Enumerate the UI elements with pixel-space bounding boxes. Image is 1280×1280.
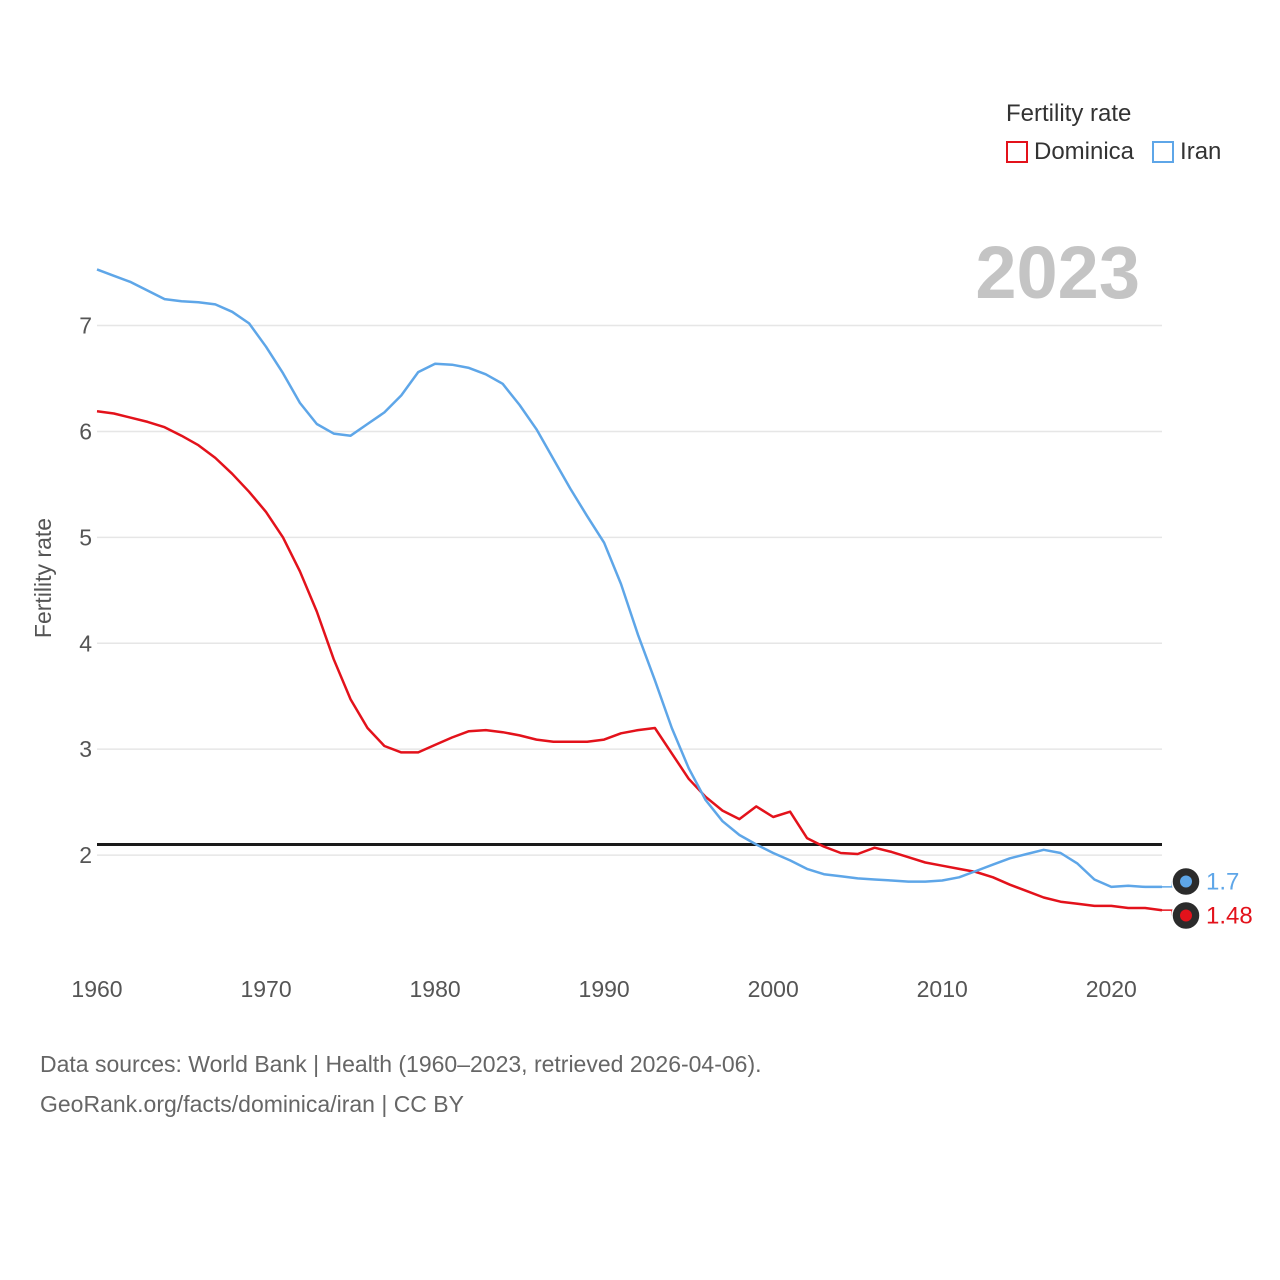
- x-tick-label: 2020: [1086, 976, 1137, 1002]
- y-tick-label: 4: [79, 630, 92, 656]
- flag-marker-center-iran: [1180, 875, 1192, 888]
- attribution-link[interactable]: GeoRank.org/facts/dominica/iran | CC BY: [40, 1091, 464, 1117]
- footer: Data sources: World Bank | Health (1960–…: [40, 1044, 762, 1124]
- flag-marker-center-dominica: [1180, 909, 1192, 922]
- legend-swatch-dominica: [1006, 141, 1028, 163]
- series-lines: [96, 268, 1163, 912]
- x-tick-label: 2000: [748, 976, 799, 1002]
- series-line-iran[interactable]: [96, 268, 1162, 889]
- series-line-dominica[interactable]: [96, 410, 1163, 912]
- legend-item-dominica[interactable]: Dominica: [1006, 138, 1134, 166]
- legend-title: Fertility rate: [1006, 100, 1132, 127]
- x-tick-label: 1960: [71, 976, 122, 1002]
- y-tick-label: 2: [79, 842, 92, 868]
- x-tick-label: 2010: [917, 976, 968, 1002]
- end-value-label-dominica: 1.48: [1206, 903, 1253, 930]
- data-source-note: Data sources: World Bank | Health (1960–…: [40, 1051, 762, 1077]
- end-connector-dominica: [1162, 909, 1173, 916]
- legend: Fertility rate Dominica Iran: [1006, 100, 1221, 166]
- legend-swatch-iran: [1152, 141, 1175, 163]
- legend-label-iran: Iran: [1180, 138, 1222, 165]
- y-tick-label: 7: [79, 313, 92, 339]
- legend-label-dominica: Dominica: [1034, 138, 1135, 165]
- y-tick-label: 3: [79, 736, 92, 762]
- axes: 2 3 4 5 6 7 1960 1970 1980 1990 2000 2010 2020 Fertil…: [30, 313, 1137, 1002]
- year-watermark: 2023: [975, 231, 1140, 314]
- y-axis-title: Fertility rate: [30, 518, 56, 638]
- y-tick-label: 5: [79, 524, 92, 550]
- legend-item-iran[interactable]: Iran: [1152, 138, 1221, 166]
- gridlines: [97, 324, 1162, 856]
- series-end-labels: 1.7 1.48: [1162, 866, 1253, 931]
- end-connector-iran: [1162, 881, 1173, 888]
- x-tick-label: 1980: [410, 976, 461, 1002]
- y-tick-label: 6: [79, 418, 92, 444]
- x-tick-label: 1970: [240, 976, 291, 1002]
- end-value-label-iran: 1.7: [1206, 869, 1239, 896]
- x-tick-label: 1990: [579, 976, 630, 1002]
